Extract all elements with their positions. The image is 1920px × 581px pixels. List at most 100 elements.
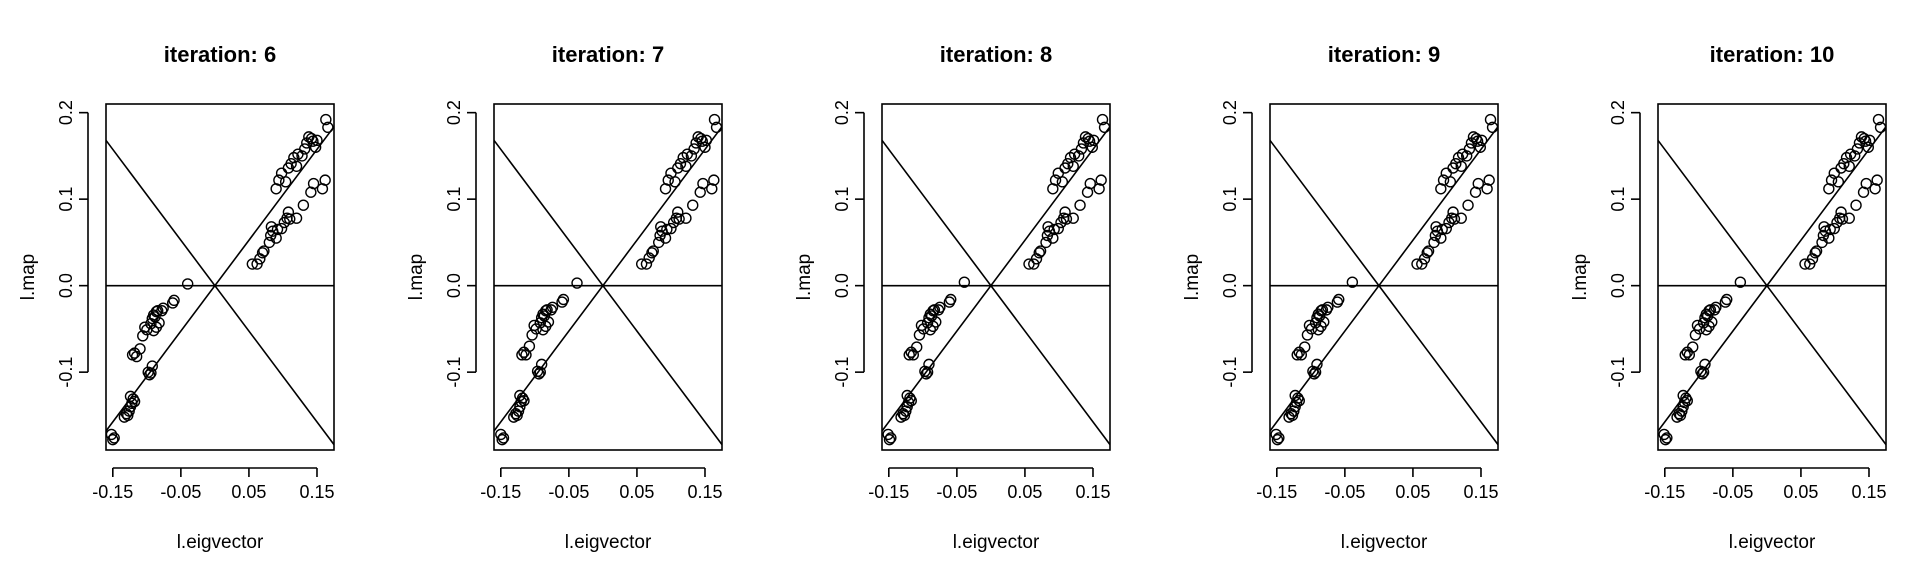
data-point [1677, 389, 1689, 402]
data-point [516, 349, 528, 361]
data-point [1052, 222, 1064, 235]
x-axis-label: l.eigvector [177, 532, 264, 553]
data-point [1270, 428, 1282, 441]
x-tick-label: 0.05 [1783, 482, 1818, 502]
data-point [1084, 177, 1096, 190]
data-point [134, 343, 146, 355]
y-tick-label: -0.1 [832, 357, 852, 388]
data-point [322, 121, 334, 134]
data-point [674, 157, 687, 170]
chart-panel: iteration: 9 -0.15 -0.05 0.05 0.15 l.eigvecto… [1182, 42, 1499, 553]
data-point [1067, 160, 1079, 172]
data-point [271, 223, 284, 236]
plot-frame [1657, 103, 1887, 451]
data-point [1825, 174, 1838, 186]
point-group [882, 113, 1110, 446]
data-point [1863, 134, 1876, 147]
data-point [1843, 160, 1855, 172]
data-point [1271, 433, 1284, 446]
data-point [284, 213, 296, 225]
data-point [1799, 258, 1811, 270]
data-point [901, 389, 913, 402]
x-axis: -0.15 -0.05 0.05 0.15 l.eigvector [480, 467, 723, 553]
x-tick-label: -0.05 [936, 482, 977, 502]
data-point [1436, 223, 1448, 236]
data-point [1486, 121, 1498, 134]
data-point [1828, 222, 1840, 235]
y-axis: -0.1 0.0 0.1 0.2 l.map [18, 100, 89, 388]
negative-slope-line [882, 139, 1110, 446]
data-point [1299, 341, 1311, 353]
data-point [270, 232, 282, 244]
x-axis-label: l.eigvector [1729, 532, 1816, 553]
data-point [1072, 150, 1085, 162]
data-point [1083, 135, 1096, 147]
data-point [1075, 143, 1088, 155]
data-point [246, 258, 259, 270]
data-point [1440, 222, 1452, 235]
data-point [311, 134, 323, 147]
data-point [706, 183, 718, 195]
data-point [687, 199, 699, 211]
data-point [883, 433, 896, 446]
data-point [688, 143, 700, 155]
data-point [1859, 135, 1872, 147]
x-axis-label: l.eigvector [953, 532, 1040, 553]
data-point [1333, 293, 1345, 306]
data-point [1060, 213, 1073, 225]
data-point [1059, 206, 1071, 218]
data-point [647, 245, 659, 257]
y-tick-label: -0.1 [1220, 357, 1240, 388]
data-point [945, 293, 957, 306]
data-point [145, 367, 157, 379]
y-tick-label: 0.2 [56, 100, 76, 125]
data-point [1658, 428, 1670, 441]
reference-lines [1658, 126, 1886, 446]
data-point [256, 247, 269, 259]
chart-panel: iteration: 8 -0.15 -0.05 0.05 0.15 l.eigvecto… [794, 42, 1111, 553]
data-point [1810, 245, 1823, 257]
negative-slope-line [1270, 139, 1498, 446]
data-point [1312, 324, 1325, 336]
data-point [1062, 157, 1074, 170]
data-point [1411, 258, 1423, 270]
data-point [1860, 177, 1872, 190]
chart-title: iteration: 6 [164, 42, 276, 67]
data-point [1318, 316, 1330, 328]
data-point [535, 358, 548, 371]
y-tick-label: 0.1 [1608, 187, 1628, 212]
data-point [106, 428, 118, 441]
x-axis: -0.15 -0.05 0.05 0.15 l.eigvector [1644, 467, 1887, 553]
data-point [1471, 135, 1484, 147]
negative-slope-line [494, 139, 722, 446]
data-point [1474, 141, 1487, 153]
reference-lines [1270, 126, 1498, 446]
data-point [696, 135, 708, 147]
data-point [1869, 183, 1881, 195]
x-tick-label: -0.05 [1712, 482, 1753, 502]
data-point [307, 177, 320, 190]
x-axis: -0.15 -0.05 0.05 0.15 l.eigvector [868, 467, 1111, 553]
data-point [646, 247, 658, 259]
data-point [1710, 301, 1722, 313]
x-axis-label: l.eigvector [1341, 532, 1428, 553]
data-point [273, 174, 285, 186]
data-point [1823, 232, 1835, 244]
data-point [665, 222, 677, 235]
data-point [1056, 176, 1069, 188]
data-point [1087, 134, 1100, 147]
chart-title: iteration: 9 [1328, 42, 1440, 67]
data-point [708, 174, 720, 186]
data-point [495, 428, 507, 441]
data-point [662, 174, 674, 186]
data-point [1848, 150, 1861, 162]
y-tick-label: 0.0 [1220, 273, 1240, 298]
data-point [958, 276, 971, 288]
data-point [290, 160, 303, 172]
data-point [534, 366, 546, 378]
point-group [106, 113, 334, 446]
data-point [659, 232, 672, 244]
data-point [930, 316, 942, 328]
